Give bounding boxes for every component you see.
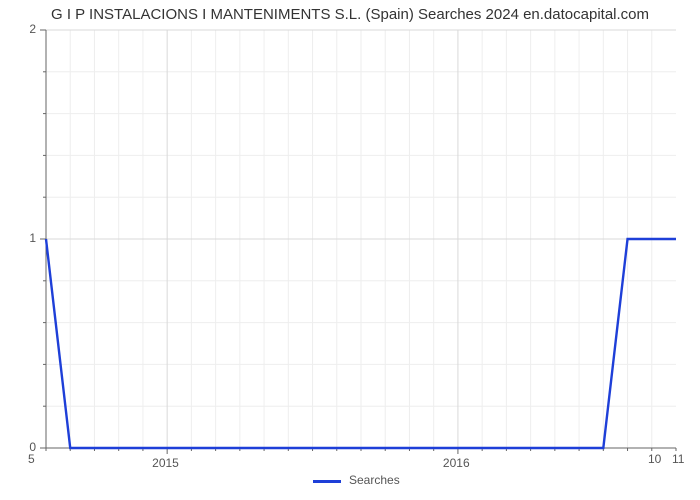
x-tick-label: 2016 — [443, 456, 470, 470]
chart-container: G I P INSTALACIONS I MANTENIMENTS S.L. (… — [0, 0, 700, 500]
legend-swatch — [313, 480, 341, 483]
y-tick-label: 2 — [29, 22, 36, 36]
chart-plot — [46, 30, 676, 448]
y-tick-label: 1 — [29, 231, 36, 245]
corner-label-bottom-left: 5 — [28, 452, 35, 466]
corner-label-bottom-right-a: 10 — [648, 452, 661, 466]
chart-title: G I P INSTALACIONS I MANTENIMENTS S.L. (… — [0, 6, 700, 23]
legend-label: Searches — [349, 473, 400, 487]
corner-label-bottom-right-b: 11 — [672, 452, 684, 466]
x-tick-label: 2015 — [152, 456, 179, 470]
